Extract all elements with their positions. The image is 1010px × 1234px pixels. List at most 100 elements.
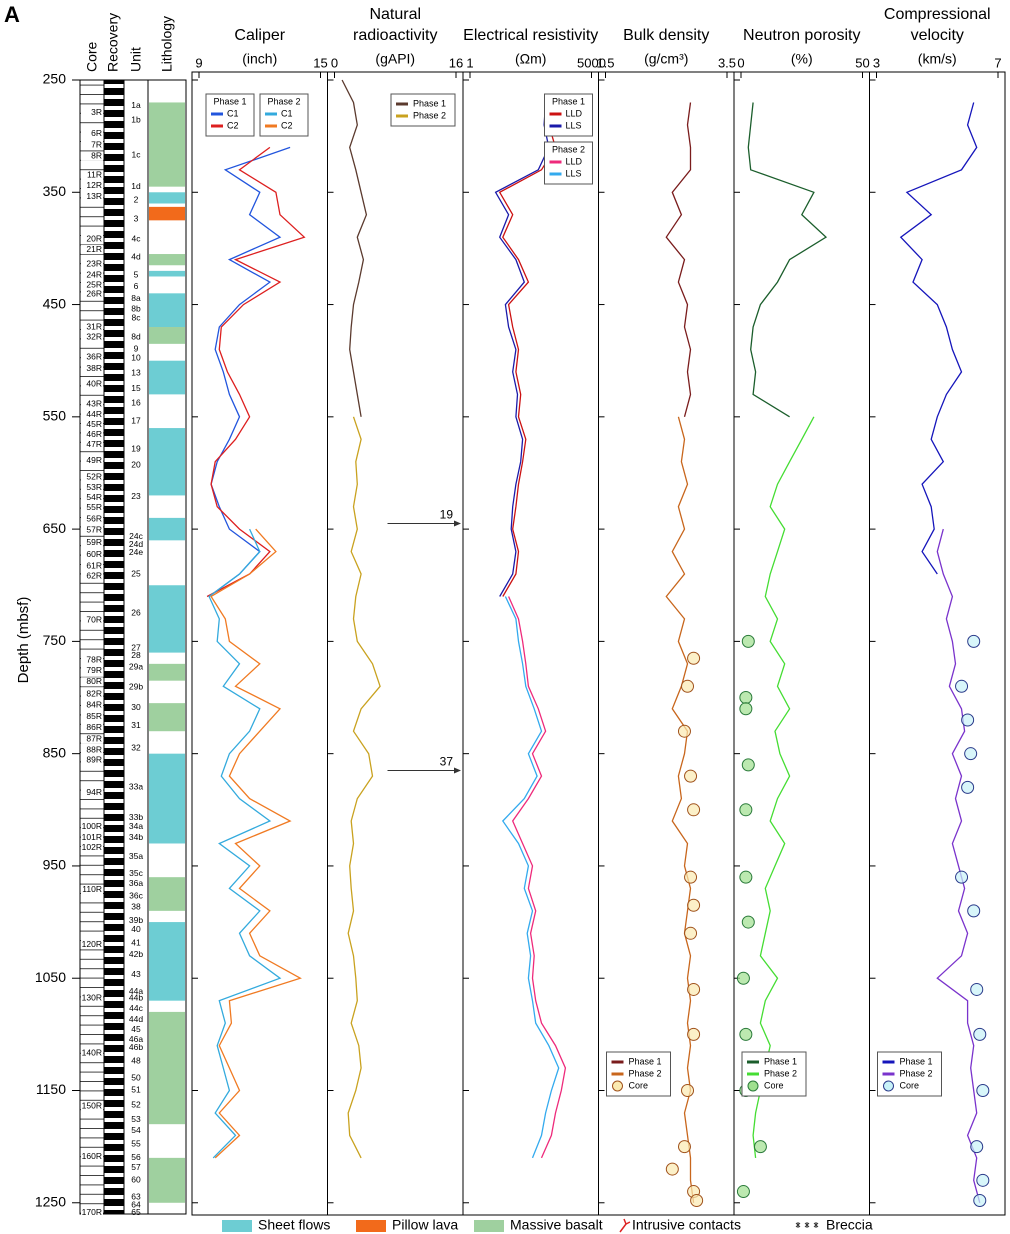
core-label-bg: [81, 440, 103, 450]
track-unit: (g/cm³): [644, 51, 688, 67]
core-label: 59R: [86, 537, 102, 547]
legend-swatch: [356, 1220, 386, 1232]
core-point: [684, 769, 698, 783]
core-label-bg: [81, 514, 103, 524]
unit-label: 2: [134, 194, 139, 204]
core-label-bg: [81, 245, 103, 255]
legend-label: Phase 1: [629, 1056, 662, 1066]
core-label-bg: [81, 666, 103, 676]
unit-label: 64: [131, 1199, 141, 1209]
track-title: Neutron porosity: [743, 27, 861, 44]
log-line: [208, 528, 282, 1159]
core-point: [973, 1027, 987, 1041]
unit-label: 60: [131, 1175, 141, 1185]
core-point: [964, 747, 978, 761]
core-label-bg: [81, 289, 103, 299]
core-label-bg: [81, 456, 103, 466]
core-label: 52R: [86, 472, 102, 482]
unit-label: 15: [131, 383, 141, 393]
core-label: 43R: [86, 399, 102, 409]
unit-label: 36c: [129, 891, 143, 901]
legend-symbol: [619, 1218, 631, 1233]
core-point: [739, 803, 753, 817]
x-tick-label: 3: [873, 55, 880, 70]
core-label: 7R: [91, 139, 102, 149]
core-label: 60R: [86, 549, 102, 559]
unit-label: 8a: [131, 293, 141, 303]
core-point: [684, 870, 698, 884]
x-tick-label: 16: [449, 55, 463, 70]
legend-label: C1: [227, 108, 239, 118]
legend-label: C2: [281, 120, 293, 130]
legend-label: Core: [629, 1080, 649, 1090]
track-title: Compressional velocity: [883, 6, 991, 44]
log-line: [665, 416, 695, 1203]
unit-label: 3: [134, 213, 139, 223]
core-point: [741, 634, 755, 648]
core-label-bg: [81, 788, 103, 798]
lithology-interval: [149, 327, 185, 344]
core-label-bg: [81, 615, 103, 625]
core-point: [687, 898, 701, 912]
legend-label: Intrusive contacts: [632, 1217, 741, 1233]
log-line: [899, 102, 978, 575]
core-point: [665, 1162, 679, 1176]
core-label-bg: [81, 1208, 103, 1218]
unit-label: 39b: [129, 915, 143, 925]
legend-label: Core: [764, 1080, 784, 1090]
core-column: [79, 79, 105, 1215]
core-label: 87R: [86, 733, 102, 743]
core-label: 46R: [86, 429, 102, 439]
unit-label: 23: [131, 491, 141, 501]
unit-label: 46a: [129, 1034, 143, 1044]
log-line: [665, 102, 692, 417]
core-label-bg: [81, 364, 103, 374]
core-label: 82R: [86, 688, 102, 698]
core-label-bg: [81, 1101, 103, 1111]
core-label: 36R: [86, 352, 102, 362]
log-line: [752, 416, 815, 1158]
lithology-interval: [149, 360, 185, 395]
core-label-bg: [81, 550, 103, 560]
lithology-interval: [149, 192, 185, 204]
core-point: [739, 691, 753, 705]
core-label: 56R: [86, 513, 102, 523]
core-point: [739, 870, 753, 884]
unit-column: [123, 79, 149, 1215]
y-tick-label: 750: [43, 632, 67, 648]
legend-symbol: [813, 1222, 819, 1228]
unit-label: 8c: [132, 312, 142, 322]
core-label: 13R: [86, 191, 102, 201]
unit-label: 6: [134, 281, 139, 291]
x-tick-label: 50: [855, 55, 869, 70]
core-label: 170R: [82, 1207, 102, 1217]
legend-label: Massive basalt: [510, 1217, 603, 1233]
legend-label: Phase 2: [764, 1068, 797, 1078]
core-label-bg: [81, 885, 103, 895]
core-point: [741, 758, 755, 772]
track-frame: [869, 71, 1006, 1216]
core-label: 61R: [86, 560, 102, 570]
log-line: [347, 416, 381, 1159]
y-tick-label: 850: [43, 744, 67, 760]
core-label-bg: [81, 420, 103, 430]
unit-label: 1b: [131, 115, 141, 125]
legend-marker: [883, 1080, 894, 1092]
core-label: 88R: [86, 745, 102, 755]
core-label-bg: [81, 677, 103, 687]
unit-label: 26: [131, 608, 141, 618]
unit-label: 9: [134, 344, 139, 354]
unit-label: 42b: [129, 949, 143, 959]
core-label: 101R: [82, 832, 102, 842]
unit-label: 52: [131, 1099, 141, 1109]
unit-label: 36a: [129, 878, 143, 888]
core-label: 11R: [87, 170, 102, 180]
core-point: [955, 870, 969, 884]
legend-label: Phase 2: [413, 110, 446, 120]
unit-label: 4d: [131, 252, 141, 262]
core-label-bg: [81, 108, 103, 118]
core-label-bg: [81, 352, 103, 362]
core-point: [955, 679, 969, 693]
unit-label: 8b: [131, 303, 141, 313]
